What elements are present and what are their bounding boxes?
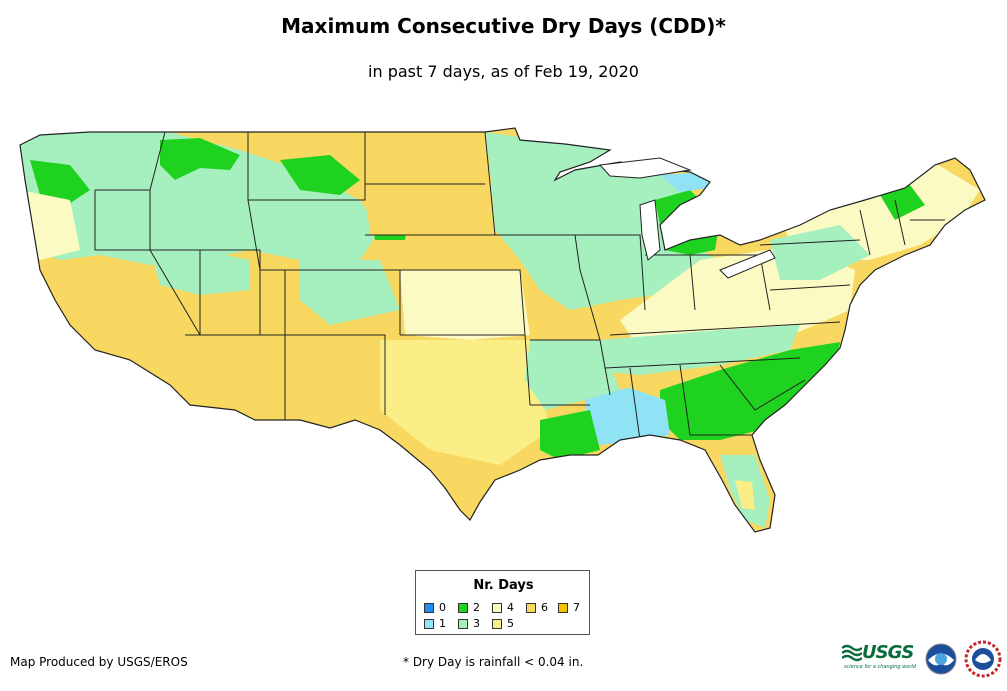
- zone-michigan: [655, 190, 720, 255]
- zone-rockies-green-1: [160, 138, 240, 180]
- zone-gulf-green: [540, 410, 600, 460]
- legend-item-3: 3: [458, 617, 480, 630]
- legend-swatch: [526, 602, 536, 613]
- legend-swatch: [558, 602, 568, 613]
- legend-swatch: [492, 618, 502, 629]
- noaa-logo-icon: [925, 643, 957, 675]
- legend-item-4: 4: [492, 601, 514, 614]
- usgs-wordmark: USGS: [862, 642, 914, 663]
- zone-tx-light: [380, 340, 550, 465]
- legend-title: Nr. Days: [473, 578, 534, 593]
- state-line: [769, 284, 851, 291]
- legend-swatch: [424, 618, 434, 629]
- state-line: [285, 334, 386, 415]
- zone-florida-light: [735, 480, 755, 510]
- state-line: [894, 199, 906, 246]
- legend-label: 2: [473, 601, 480, 614]
- legend-swatch: [458, 618, 468, 629]
- dry-day-footnote: * Dry Day is rainfall < 0.04 in.: [403, 655, 584, 669]
- zone-mississippi: [525, 340, 620, 410]
- legend-swatch: [424, 602, 434, 613]
- cdd-map: [19, 127, 986, 533]
- dry-day-zones: [20, 130, 980, 528]
- zone-southeast: [660, 342, 840, 440]
- legend-label: 0: [439, 601, 446, 614]
- legend-item-6: 6: [526, 601, 548, 614]
- legend-item-7: 7: [558, 601, 580, 614]
- state-line: [859, 209, 871, 256]
- legend-item-1: 1: [424, 617, 446, 630]
- usgs-wave-icon: [842, 643, 862, 663]
- state-line: [604, 357, 801, 369]
- legend-label: 3: [473, 617, 480, 630]
- state-line: [400, 334, 531, 406]
- zone-maine-green: [880, 185, 925, 220]
- lake-superior: [598, 157, 692, 179]
- usgs-tagline: science for a changing world: [844, 664, 916, 670]
- legend-item-5: 5: [492, 617, 514, 630]
- zone-ks-light: [400, 270, 530, 340]
- lake-erie: [719, 249, 776, 279]
- legend-label: 4: [507, 601, 514, 614]
- state-line: [400, 269, 526, 336]
- legend-label: 6: [541, 601, 548, 614]
- zone-upper-midwest: [485, 132, 720, 310]
- zone-deep-south-blue: [585, 388, 670, 445]
- legend: Nr. Days 0 1 2 3 4 5 6 7: [415, 570, 590, 635]
- zone-rockies-green-2: [280, 155, 360, 195]
- state-line: [575, 234, 646, 311]
- map-title: Maximum Consecutive Dry Days (CDD)*: [281, 14, 726, 38]
- zone-tennessee-light: [590, 325, 800, 375]
- state-line: [629, 367, 641, 441]
- state-line: [95, 249, 201, 336]
- legend-label: 1: [439, 617, 446, 630]
- state-line: [719, 364, 806, 411]
- map-credit: Map Produced by USGS/EROS: [10, 655, 188, 669]
- nws-logo-icon: [964, 640, 1002, 678]
- usgs-logo: USGS science for a changing world: [842, 642, 916, 670]
- state-line: [185, 334, 286, 420]
- state-line: [609, 321, 841, 336]
- map-subtitle: in past 7 days, as of Feb 19, 2020: [368, 62, 639, 81]
- zone-ny-green: [770, 225, 870, 280]
- zone-superior-blue: [660, 172, 710, 192]
- legend-label: 7: [573, 601, 580, 614]
- state-line: [484, 131, 581, 271]
- state-line: [759, 239, 861, 246]
- legend-item-0: 0: [424, 601, 446, 614]
- legend-label: 5: [507, 617, 514, 630]
- legend-item-2: 2: [458, 601, 480, 614]
- state-line: [679, 364, 691, 436]
- state-boundaries: [94, 131, 945, 441]
- zone-pnw: [20, 130, 380, 265]
- zone-colorado: [300, 260, 400, 325]
- state-line: [247, 132, 366, 201]
- state-line: [260, 269, 286, 335]
- lake-michigan: [639, 199, 661, 261]
- legend-swatch: [492, 602, 502, 613]
- legend-swatch: [458, 602, 468, 613]
